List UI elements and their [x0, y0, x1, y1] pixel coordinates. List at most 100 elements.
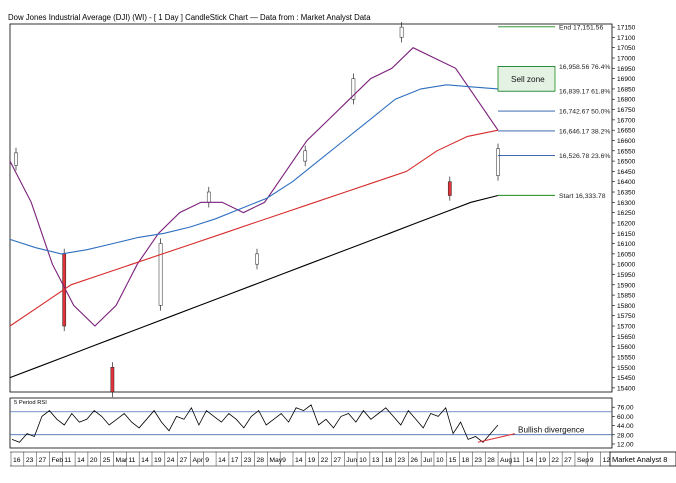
- x-tick-label: 10: [359, 457, 367, 464]
- candle-body: [447, 181, 452, 196]
- x-tick-label: 22: [321, 457, 329, 464]
- x-tick-label: 9: [282, 457, 286, 464]
- y-tick-label: 17000: [617, 56, 636, 63]
- x-tick-label: 22: [551, 457, 559, 464]
- x-tick-label: Mar: [116, 457, 128, 464]
- x-tick-label: 24: [167, 457, 175, 464]
- candle-body: [206, 191, 211, 203]
- y-tick-label: 15900: [617, 282, 636, 289]
- price-panel: 15400 15450 15500 15550 15600 15650 15700 15750…: [9, 21, 636, 398]
- rsi-panel: 5 Period RSI 12.00 28.00 44.00 60.00 76.00 Bul…: [9, 397, 634, 448]
- x-tick-label: 15: [449, 457, 457, 464]
- x-tick-label: 27: [333, 457, 341, 464]
- y-tick-label: 16000: [617, 262, 636, 269]
- y-tick-label: 15400: [617, 385, 636, 392]
- fib-level-label: 16,526.78 23.6%: [559, 153, 610, 160]
- divergence-line: [477, 433, 516, 443]
- x-tick-label: 14: [77, 457, 85, 464]
- y-tick-label: 15700: [617, 324, 636, 331]
- price-frame: [9, 23, 613, 393]
- x-tick-label: 19: [539, 457, 547, 464]
- x-tick-label: 23: [474, 457, 482, 464]
- rsi-title: 5 Period RSI: [14, 400, 47, 406]
- x-tick-label: 16: [13, 457, 21, 464]
- x-tick-label: 10: [436, 457, 444, 464]
- y-tick-label: 16250: [617, 210, 636, 217]
- x-tick-label: 11: [64, 457, 71, 464]
- y-tick-label: 17150: [617, 25, 636, 32]
- x-tick-label: May: [269, 457, 282, 464]
- y-tick-label: 16550: [617, 148, 636, 155]
- rsi-line: [11, 404, 499, 443]
- x-tick-label: 27: [39, 457, 47, 464]
- candle-body: [158, 243, 163, 306]
- brand-label: Market Analyst 8: [612, 455, 667, 464]
- y-tick-label: 16850: [617, 86, 636, 93]
- y-tick-label: 16900: [617, 76, 636, 83]
- x-tick-label: Sep: [577, 457, 589, 464]
- fib-level-label: 16,646.17 38.2%: [559, 128, 610, 135]
- x-tick-label: 14: [218, 457, 226, 464]
- candle-body: [110, 367, 115, 393]
- y-tick-label: 17050: [617, 45, 636, 52]
- candle-body: [14, 152, 18, 166]
- x-tick-label: 23: [26, 457, 34, 464]
- y-tick-label: 16150: [617, 231, 636, 238]
- rsi-y-tick-label: 76.00: [617, 405, 634, 412]
- sell-zone-box: [497, 66, 556, 92]
- ma-line-2f6fbf: [9, 84, 499, 255]
- x-tick-label: 19: [154, 457, 162, 464]
- y-tick-label: 15950: [617, 272, 636, 279]
- ma-line-d62b2b: [9, 129, 499, 327]
- fib-level-label: Start 16,333.78: [559, 193, 606, 200]
- y-tick-label: 16500: [617, 159, 636, 166]
- y-tick-label: 15750: [617, 313, 636, 320]
- x-tick-label: 9: [205, 457, 209, 464]
- x-tick-label: 11: [513, 457, 520, 464]
- x-tick-label: 18: [462, 457, 470, 464]
- y-tick-label: 16050: [617, 251, 636, 258]
- sell-zone-label: Sell zone: [511, 75, 545, 84]
- candle-body: [255, 253, 259, 265]
- y-tick-label: 15500: [617, 365, 636, 372]
- rsi-y-tick-label: 28.00: [617, 432, 634, 439]
- bullish-divergence-label: Bullish divergence: [518, 425, 585, 434]
- x-tick-label: 19: [308, 457, 316, 464]
- x-tick-label: 14: [526, 457, 534, 464]
- x-tick-label: Apr: [192, 457, 203, 464]
- fib-level-label: 16,958.56 76.4%: [559, 64, 610, 71]
- candle-body: [303, 150, 308, 162]
- y-tick-label: 16350: [617, 190, 636, 197]
- x-tick-label: 14: [295, 457, 303, 464]
- x-tick-label: Jun: [346, 457, 357, 464]
- rsi-y-tick-label: 60.00: [617, 414, 634, 421]
- x-tick-label: 17: [231, 457, 239, 464]
- y-tick-label: 15800: [617, 303, 636, 310]
- y-tick-label: 15550: [617, 354, 636, 361]
- footer: Market Analyst 8: [609, 451, 676, 467]
- fib-level-label: 16,839.17 61.8%: [559, 89, 610, 96]
- y-tick-label: 15650: [617, 334, 636, 341]
- x-tick-label: 12: [603, 457, 611, 464]
- y-tick-label: 15600: [617, 344, 636, 351]
- x-tick-label: 27: [180, 457, 188, 464]
- fib-level-label: 16,742.67 50.0%: [559, 109, 610, 116]
- x-axis: 16 23 27 Feb 11 14 20 25 Mar 11 14 19 24 27 Apr 9 14 17 23…: [10, 451, 611, 467]
- y-tick-label: 16600: [617, 138, 636, 145]
- x-tick-label: 13: [372, 457, 380, 464]
- x-tick-label: 25: [103, 457, 111, 464]
- candle-body: [496, 148, 500, 176]
- y-tick-label: 16400: [617, 179, 636, 186]
- rsi-y-tick-label: 44.00: [617, 423, 634, 430]
- x-tick-label: 20: [90, 457, 98, 464]
- x-tick-label: 28: [487, 457, 495, 464]
- y-tick-label: 16200: [617, 220, 636, 227]
- y-tick-label: 17100: [617, 35, 636, 42]
- y-tick-label: 15850: [617, 293, 636, 300]
- y-tick-label: 16650: [617, 128, 636, 135]
- x-tick-label: 28: [257, 457, 265, 464]
- ma-line-000000: [9, 194, 499, 379]
- x-tick-label: 18: [385, 457, 393, 464]
- y-tick-label: 16700: [617, 117, 636, 124]
